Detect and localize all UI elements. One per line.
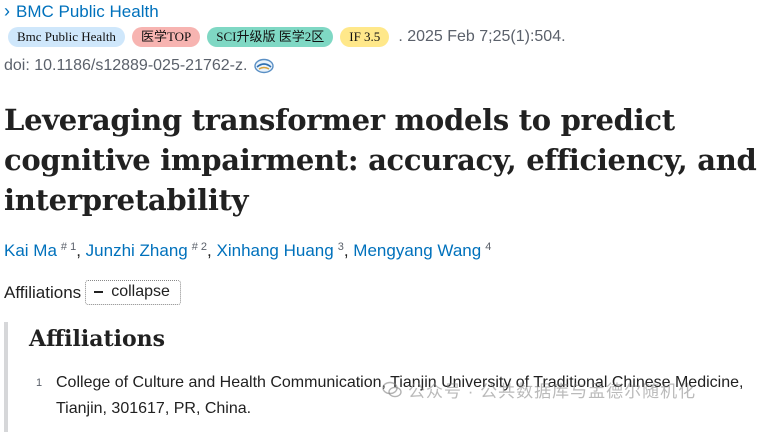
affiliation-text: College of Culture and Health Communicat… bbox=[56, 374, 744, 417]
sci-zone-badge: SCI升级版 医学2区 bbox=[207, 27, 334, 47]
author-sup[interactable]: # 1 bbox=[60, 241, 77, 253]
collapse-button[interactable]: collapse bbox=[85, 280, 181, 305]
author-link[interactable]: Mengyang Wang bbox=[353, 241, 482, 260]
affiliations-panel: Affiliations 1 College of Culture and He… bbox=[4, 322, 780, 432]
article-title: Leveraging transformer models to predict… bbox=[4, 103, 757, 217]
impact-factor-badge: IF 3.5 bbox=[340, 27, 390, 47]
doi-row: doi: 10.1186/s12889-025-21762-z. bbox=[4, 57, 275, 75]
author-sup[interactable]: 4 bbox=[485, 241, 492, 253]
chevron-right-icon: › bbox=[4, 1, 10, 21]
author-link[interactable]: Kai Ma bbox=[4, 241, 57, 260]
doi-text: doi: 10.1186/s12889-025-21762-z. bbox=[4, 57, 248, 74]
watermark: 公众号 · 公共数据库与孟德尔随机化 bbox=[382, 377, 696, 402]
affiliations-toggle-row: Affiliations collapse bbox=[4, 280, 181, 305]
affiliations-heading: Affiliations bbox=[29, 326, 166, 352]
author-link[interactable]: Junzhi Zhang bbox=[85, 241, 188, 260]
badge-row: Bmc Public Health 医学TOP SCI升级版 医学2区 IF 3… bbox=[8, 27, 566, 47]
collapse-label: collapse bbox=[111, 283, 170, 300]
journal-row: › BMC Public Health bbox=[4, 2, 159, 22]
affiliation-number: 1 bbox=[36, 377, 43, 389]
journal-link[interactable]: BMC Public Health bbox=[16, 2, 159, 21]
author-list: Kai Ma # 1, Junzhi Zhang # 2, Xinhang Huan… bbox=[4, 241, 491, 261]
citation-text: . 2025 Feb 7;25(1):504. bbox=[398, 28, 566, 45]
author-separator: , bbox=[76, 241, 86, 260]
translate-icon[interactable] bbox=[253, 58, 275, 74]
author-sup[interactable]: 3 bbox=[337, 241, 344, 253]
author-separator: , bbox=[207, 241, 217, 260]
journal-badge: Bmc Public Health bbox=[8, 27, 125, 47]
author-link[interactable]: Xinhang Huang bbox=[216, 241, 334, 260]
wechat-icon bbox=[382, 381, 402, 397]
affiliations-label: Affiliations bbox=[4, 282, 82, 302]
author-separator: , bbox=[343, 241, 354, 260]
top-badge: 医学TOP bbox=[131, 27, 201, 47]
watermark-text: 公众号 · 公共数据库与孟德尔随机化 bbox=[408, 382, 697, 401]
minus-icon bbox=[94, 291, 104, 293]
affiliation-item: 1 College of Culture and Health Communic… bbox=[36, 370, 756, 422]
author-sup[interactable]: # 2 bbox=[191, 241, 208, 253]
